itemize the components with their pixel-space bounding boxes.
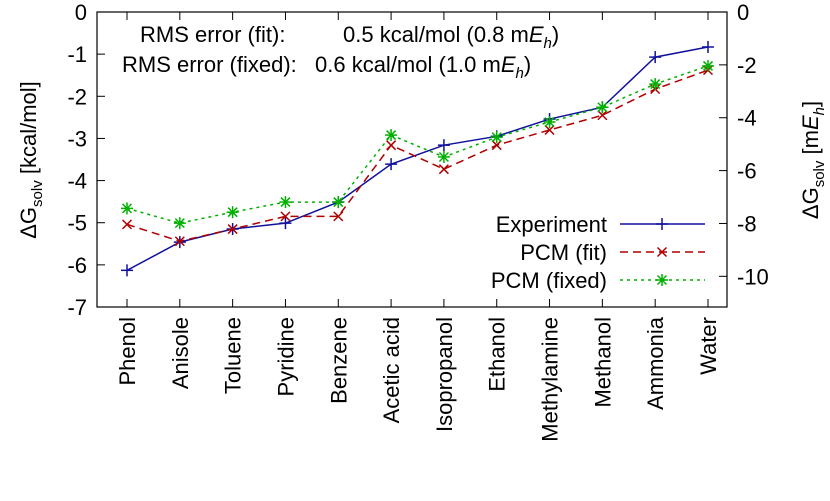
marker <box>279 217 292 230</box>
marker-stroke <box>386 140 397 151</box>
marker <box>544 124 555 136</box>
annotation: RMS error (fixed): 0.6 kcal/mol (1.0 mEh) <box>122 52 531 82</box>
legend-label: PCM (fixed) <box>491 268 607 293</box>
marker-stroke <box>597 110 608 121</box>
y-tick-label: 0 <box>75 0 87 25</box>
marker-stroke <box>491 140 502 151</box>
marker <box>226 206 239 219</box>
marker-stroke <box>491 132 502 143</box>
marker <box>333 211 344 222</box>
marker-stroke <box>650 79 661 90</box>
marker <box>438 164 449 175</box>
marker <box>121 219 133 230</box>
marker <box>656 218 668 230</box>
x-tick-label: Anisole <box>168 317 193 389</box>
marker-stroke <box>121 203 133 214</box>
y2-tick-label: -6 <box>737 159 757 184</box>
marker-stroke <box>280 211 291 222</box>
y-tick-label: -2 <box>67 84 87 109</box>
marker <box>597 110 608 121</box>
marker-stroke <box>174 218 185 229</box>
marker-stroke <box>438 151 449 163</box>
marker <box>543 115 556 128</box>
marker <box>437 150 450 163</box>
marker <box>491 140 502 151</box>
y-tick-label: -1 <box>67 42 87 67</box>
x-tick-label: Phenol <box>115 317 140 386</box>
marker <box>385 158 398 171</box>
annotation: RMS error (fit): 0.5 kcal/mol (0.8 mEh) <box>140 22 559 52</box>
y-tick-label: -4 <box>67 169 87 194</box>
marker-stroke <box>656 246 668 258</box>
x-tick-label: Pyridine <box>273 317 298 396</box>
marker <box>702 59 714 72</box>
x-tick-label: Water <box>696 317 721 375</box>
legend-label: PCM (fit) <box>520 240 607 265</box>
marker-stroke <box>656 274 668 286</box>
y-tick-label: -3 <box>67 126 87 151</box>
y2-axis-title: ΔGsolv [mEh] <box>798 101 828 219</box>
marker <box>279 196 292 209</box>
marker <box>227 224 238 235</box>
marker <box>174 236 185 247</box>
y-axis-title: ΔGsolv [kcal/mol] <box>16 81 46 239</box>
y-tick-label: -7 <box>67 295 87 320</box>
marker <box>596 101 609 114</box>
x-tick-label: Acetic acid <box>379 317 404 423</box>
x-tick-label: Ammonia <box>643 316 668 410</box>
y2-tick-label: 0 <box>737 0 749 25</box>
marker-stroke <box>280 197 291 208</box>
marker <box>121 264 133 277</box>
marker <box>702 40 714 53</box>
marker <box>332 196 345 209</box>
x-tick-label: Toluene <box>221 317 246 394</box>
marker-stroke <box>438 164 449 175</box>
marker-stroke <box>227 224 238 235</box>
marker-stroke <box>597 102 608 113</box>
y-tick-label: -5 <box>67 211 87 236</box>
marker <box>649 51 662 64</box>
legend-label: Experiment <box>496 212 607 237</box>
y2-tick-label: -8 <box>737 211 757 236</box>
marker <box>173 217 186 230</box>
marker-stroke <box>333 211 344 222</box>
marker <box>385 129 398 142</box>
x-tick-label: Ethanol <box>485 317 510 392</box>
x-tick-label: Benzene <box>326 317 351 404</box>
marker <box>280 211 291 222</box>
marker-stroke <box>702 60 714 71</box>
x-tick-label: Methylamine <box>538 317 563 442</box>
marker-stroke <box>544 124 555 136</box>
marker <box>490 131 503 144</box>
plot-border <box>96 11 728 308</box>
series-line <box>126 69 709 243</box>
marker <box>656 274 668 286</box>
y-tick-label: -6 <box>67 253 87 278</box>
marker-stroke <box>386 130 397 141</box>
marker-stroke <box>121 219 133 230</box>
series-line <box>126 65 709 224</box>
y2-tick-label: -10 <box>737 264 769 289</box>
marker <box>437 139 450 152</box>
marker <box>649 78 662 91</box>
marker-stroke <box>544 116 555 128</box>
marker <box>656 246 668 258</box>
marker <box>386 140 397 151</box>
series-line <box>126 46 709 271</box>
x-tick-label: Isopropanol <box>432 317 457 432</box>
marker-stroke <box>333 197 344 208</box>
marker-stroke <box>174 236 185 247</box>
marker <box>121 202 133 215</box>
x-tick-label: Methanol <box>590 317 615 408</box>
y2-tick-label: -2 <box>737 53 757 78</box>
marker-stroke <box>227 207 238 218</box>
y2-tick-label: -4 <box>737 106 757 131</box>
